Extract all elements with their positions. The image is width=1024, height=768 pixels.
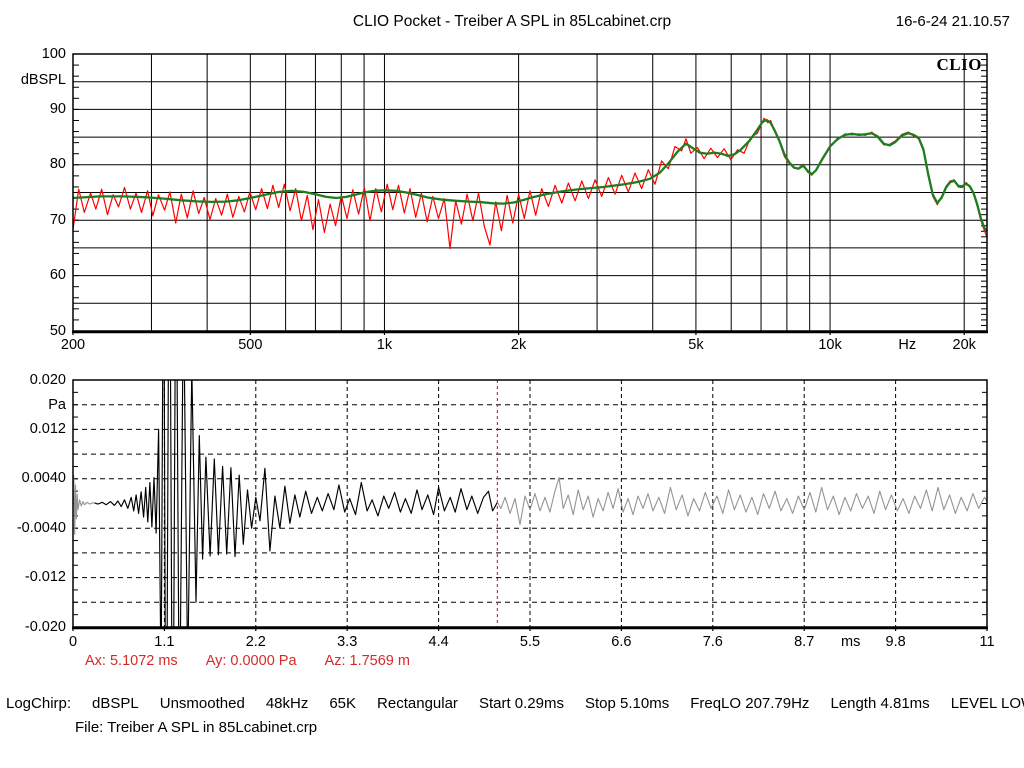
status-item: LEVEL LOW xyxy=(950,695,1024,712)
spl-x-tick-label: 1k xyxy=(376,337,393,353)
spl-x-axis-unit: Hz xyxy=(898,337,917,353)
curve-impulse-in-window xyxy=(94,380,498,627)
spl-x-tick-label: 10k xyxy=(818,337,842,353)
spl-x-tick-label: 20k xyxy=(952,337,976,353)
status-item: Stop 5.10ms xyxy=(584,695,670,712)
window-title: CLIO Pocket - Treiber A SPL in 85Lcabine… xyxy=(352,13,672,30)
impulse-y-tick-label: 0.0040 xyxy=(21,470,66,487)
status-item: LogChirp: xyxy=(6,695,72,712)
impulse-y-tick-label: -0.0040 xyxy=(16,519,66,536)
marker-readout: Ax: 5.1072 ms Ay: 0.0000 Pa Az: 1.7569 m xyxy=(85,653,410,669)
measurement-settings-bar: LogChirp: dBSPL Unsmoothed 48kHz 65K Rectangu… xyxy=(6,695,1024,712)
impulse-x-tick-label: 1.1 xyxy=(154,634,175,650)
impulse-x-tick-label: 7.6 xyxy=(702,634,723,650)
spl-x-tick-label: 200 xyxy=(60,337,86,353)
impulse-response-plot[interactable] xyxy=(72,133,988,768)
impulse-x-tick-label: 8.7 xyxy=(794,634,815,650)
clio-logo: CLIO xyxy=(936,55,982,74)
status-item: Start 0.29ms xyxy=(478,695,564,712)
status-item: Unsmoothed xyxy=(159,695,245,712)
impulse-x-tick-label: 9.8 xyxy=(885,634,906,650)
spl-y-tick-label: 50 xyxy=(49,322,66,339)
marker-az-value: Az: 1.7569 m xyxy=(324,653,410,669)
spl-x-tick-label: 500 xyxy=(238,337,263,353)
impulse-y-tick-label: 0.012 xyxy=(29,420,66,437)
impulse-x-tick-label: 4.4 xyxy=(428,634,449,650)
spl-y-axis-unit: dBSPL xyxy=(20,72,66,88)
impulse-x-tick-label: 0 xyxy=(68,634,78,650)
impulse-y-tick-label: 0.020 xyxy=(29,371,66,388)
impulse-x-tick-label: 11 xyxy=(979,634,995,650)
spl-x-tick-label: 2k xyxy=(510,337,527,353)
spl-y-tick-label: 60 xyxy=(49,267,66,284)
impulse-x-tick-label: 2.2 xyxy=(245,634,266,650)
impulse-x-tick-label: 6.6 xyxy=(611,634,632,650)
impulse-y-tick-label: -0.012 xyxy=(24,569,66,586)
status-item: Length 4.81ms xyxy=(830,695,930,712)
impulse-x-axis-unit: ms xyxy=(841,634,861,650)
marker-ay-value: Ay: 0.0000 Pa xyxy=(205,653,297,669)
frequency-response-plot[interactable] xyxy=(72,53,988,335)
curve-impulse-post-window xyxy=(496,477,987,526)
curve-SPL-smoothed xyxy=(73,118,987,233)
marker-ax-value: Ax: 5.1072 ms xyxy=(85,653,178,669)
status-item: Rectangular xyxy=(377,695,458,712)
status-item: dBSPL xyxy=(92,695,139,712)
datetime-stamp: 16-6-24 21.10.57 xyxy=(895,13,1010,30)
curve-SPL-unsmoothed xyxy=(73,117,987,250)
spl-y-tick-label: 70 xyxy=(49,211,66,228)
status-item: FreqLO 207.79Hz xyxy=(690,695,810,712)
spl-y-tick-label: 100 xyxy=(41,45,66,62)
impulse-y-tick-label: -0.020 xyxy=(24,618,66,635)
impulse-x-tick-label: 3.3 xyxy=(337,634,358,650)
status-item: 65K xyxy=(329,695,357,712)
spl-y-tick-label: 90 xyxy=(49,100,66,117)
impulse-x-tick-label: 5.5 xyxy=(519,634,541,650)
status-item: 48kHz xyxy=(265,695,309,712)
file-name-label: File: Treiber A SPL in 85Lcabinet.crp xyxy=(75,719,318,736)
impulse-y-axis-unit: Pa xyxy=(48,397,66,413)
spl-x-tick-label: 5k xyxy=(688,337,704,353)
spl-y-tick-label: 80 xyxy=(49,156,66,173)
curve-impulse-pre-window xyxy=(73,475,95,535)
